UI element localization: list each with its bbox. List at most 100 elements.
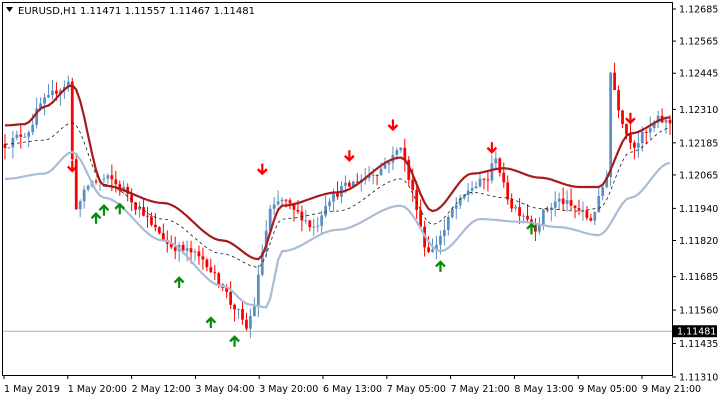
sell-arrow-icon [66, 160, 78, 173]
candle-body [617, 90, 620, 111]
candle-body [545, 209, 549, 211]
buy-arrow-icon [114, 202, 126, 215]
candle-body [450, 208, 454, 217]
candle-body [395, 150, 399, 155]
candle-body [304, 220, 308, 222]
candle-body [209, 267, 213, 273]
candle-body [371, 174, 375, 176]
buy-arrow-icon [526, 222, 537, 235]
candle-body [146, 215, 149, 217]
candle-body [648, 127, 652, 133]
candle-body [502, 172, 506, 183]
x-tick-label: 9 May 05:00 [578, 384, 637, 395]
arrow-head [625, 117, 636, 125]
y-tick-label: 1.11940 [679, 204, 718, 215]
x-tick-label: 8 May 13:00 [514, 384, 573, 395]
candle-body [308, 220, 312, 228]
current-price-box [673, 325, 717, 338]
candle-body [233, 304, 236, 310]
candle-body [375, 174, 379, 176]
candle-body [411, 179, 415, 190]
buy-arrow-icon [435, 260, 446, 272]
candle-body [431, 249, 434, 252]
candle-body [589, 217, 593, 221]
candle-body [439, 235, 442, 245]
candle-body [7, 147, 11, 149]
candle-body [553, 201, 557, 208]
sell-arrow-icon [486, 142, 498, 154]
arrow-head [526, 222, 537, 230]
one-click-trading-icon[interactable] [6, 7, 13, 12]
candle-body [538, 225, 541, 232]
candle-body [446, 216, 450, 230]
candle-body [150, 216, 153, 225]
ohlc-readout: 1.11471 1.11557 1.11467 1.11481 [80, 6, 255, 17]
candle-body [383, 164, 387, 169]
candle-body [122, 186, 126, 191]
candle-body [201, 256, 205, 260]
arrow-head [114, 202, 126, 210]
candle-body [189, 248, 193, 253]
x-tick-label: 1 May 2019 [4, 384, 60, 395]
candle-body [316, 225, 320, 227]
candle-body [43, 97, 46, 104]
candle-body [498, 158, 502, 173]
candle-body [656, 115, 660, 123]
candle-body [557, 198, 561, 202]
candle-body [601, 187, 605, 197]
candle-body [55, 90, 58, 94]
candle-body [466, 190, 470, 195]
candle-body [102, 178, 106, 180]
arrow-head [344, 154, 355, 162]
candle-body [458, 198, 462, 206]
candle-body [613, 72, 616, 91]
candle-body [280, 199, 284, 202]
candle-body [577, 208, 581, 211]
candle-body [549, 207, 553, 210]
x-tick-label: 9 May 21:00 [642, 384, 701, 395]
candle-body [506, 182, 510, 200]
buy-arrow-icon [205, 316, 217, 329]
x-tick-label: 3 May 04:00 [195, 384, 254, 395]
candle-body [197, 251, 201, 257]
candle-body [86, 185, 90, 190]
candle-body [94, 181, 98, 183]
candle-body [633, 142, 636, 148]
arrow-head [66, 165, 78, 173]
x-axis: 1 May 2019 1 May 20:00 2 May 12:00 3 May 04… [3, 375, 701, 395]
candle-body [118, 184, 122, 191]
candle-body [292, 203, 296, 210]
candle-body [51, 90, 54, 96]
plot-frame [2, 2, 673, 376]
arrow-head [229, 335, 240, 343]
candle-body [629, 134, 632, 143]
candle-body [272, 204, 276, 209]
sell-arrow-icon [344, 150, 355, 162]
candle-body [288, 200, 292, 204]
candle-body [427, 247, 430, 252]
x-tick-label: 7 May 21:00 [451, 384, 510, 395]
buy-arrow-icon [98, 204, 110, 216]
sell-arrow-icon [625, 112, 636, 125]
candle-body [585, 210, 589, 218]
candle-body [403, 147, 407, 160]
y-axis: 1.12685 1.12565 1.12445 1.12310 1.12185 1.120… [672, 5, 718, 384]
arrow-head [205, 316, 217, 324]
candle-body [636, 143, 640, 148]
candle-body [23, 136, 27, 138]
candle-body [351, 181, 355, 187]
candle-body [78, 201, 82, 210]
arrow-head [486, 146, 498, 154]
current-price-label: 1.11481 [677, 327, 716, 338]
candle-body [541, 209, 545, 226]
candle-body [510, 199, 514, 209]
upper-band-line [4, 84, 671, 261]
candle-body [237, 308, 240, 310]
candle-body [185, 248, 189, 251]
arrow-head [98, 204, 110, 212]
candle-body [605, 176, 609, 188]
candle-body [217, 273, 221, 285]
candle-body [419, 210, 423, 227]
candle-body [3, 144, 7, 148]
candle-body [462, 194, 466, 199]
